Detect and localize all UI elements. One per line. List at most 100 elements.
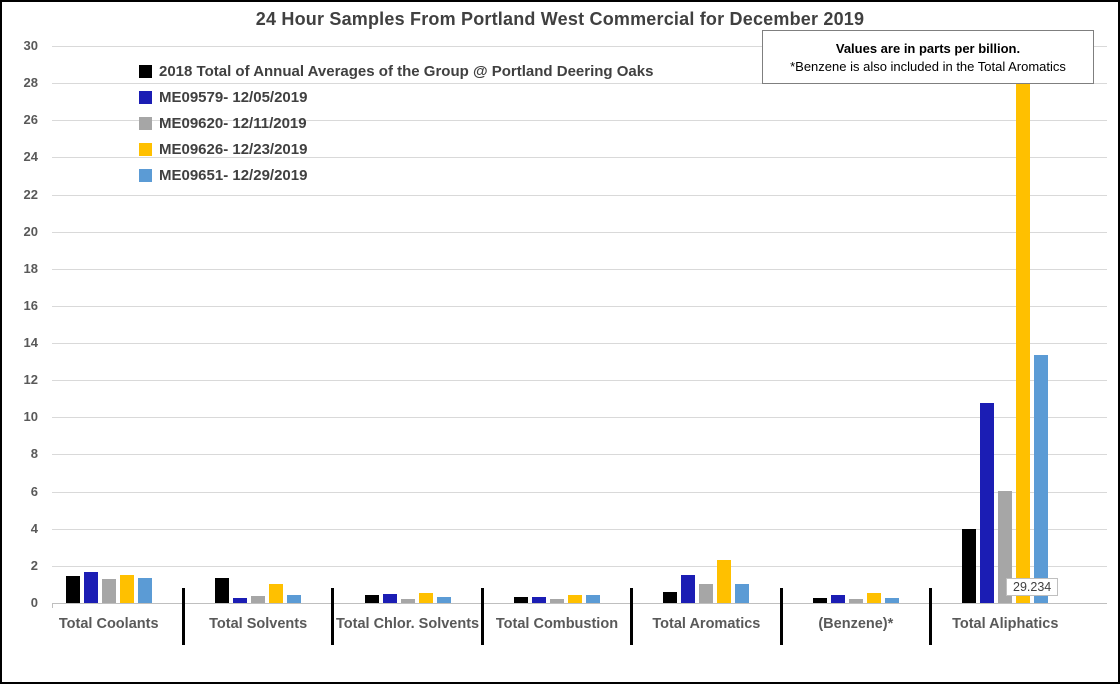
legend-label: 2018 Total of Annual Averages of the Gro…: [159, 62, 654, 80]
bar: [980, 403, 995, 603]
gridline-6: [52, 491, 1107, 493]
bar: [962, 528, 977, 603]
bar: [585, 594, 600, 603]
y-tick-label-24: 24: [23, 149, 38, 165]
bar: [681, 575, 696, 603]
category-label: Total Aliphatics: [952, 616, 1059, 632]
y-tick-label-26: 26: [23, 112, 38, 128]
bar-group-total-aromatics: [632, 46, 781, 603]
bar: [436, 596, 451, 603]
bar: [83, 572, 98, 603]
category-label: Total Combustion: [495, 616, 619, 632]
bar: [812, 598, 827, 603]
gridline-12: [52, 380, 1107, 382]
y-tick-label-28: 28: [23, 75, 38, 91]
gridline-2: [52, 565, 1107, 567]
category-separator: [929, 588, 933, 645]
y-tick-label-2: 2: [30, 557, 38, 573]
category-separator: [331, 588, 335, 645]
bar: [215, 577, 230, 603]
gridline-26: [52, 120, 1107, 122]
bar: [717, 560, 732, 603]
y-tick-label-8: 8: [30, 446, 38, 462]
bar-group-total-combustion: [482, 46, 631, 603]
bar: [663, 591, 678, 603]
legend-item: ME09579- 12/05/2019: [139, 84, 653, 110]
bar-group-total-solvents: [183, 46, 332, 603]
category-separator: [181, 588, 185, 645]
gridline-16: [52, 305, 1107, 307]
gridline-18: [52, 268, 1107, 270]
bar-group-total-chlor-solvents: [333, 46, 482, 603]
gridline-10: [52, 417, 1107, 419]
bar-group-total-coolants: [34, 46, 183, 603]
bar: [1034, 355, 1049, 603]
note-box: Values are in parts per billion. *Benzen…: [762, 30, 1094, 84]
bar-group-total-aliphatics: [931, 46, 1080, 603]
y-tick-label-20: 20: [23, 223, 38, 239]
bar: [735, 584, 750, 603]
legend-label: ME09626- 12/23/2019: [159, 140, 308, 158]
bar: [382, 593, 397, 603]
y-tick-label-6: 6: [30, 483, 38, 499]
bar: [287, 594, 302, 603]
gridline-28: [52, 83, 1107, 85]
y-tick-label-30: 30: [23, 38, 38, 53]
bar: [549, 599, 564, 603]
y-tick-label-14: 14: [23, 335, 38, 351]
y-tick-label-4: 4: [30, 520, 38, 536]
x-axis-left-tick: [52, 603, 53, 608]
category-label: Total Aromatics: [652, 616, 761, 632]
category-labels-row: Total Coolants Total Solvents Total Chlor.…: [34, 612, 1080, 632]
chart-title: 24 Hour Samples From Portland West Comme…: [255, 9, 865, 29]
gridline-22: [52, 194, 1107, 196]
y-tick-label-10: 10: [23, 409, 38, 425]
bar: [567, 594, 582, 603]
bar-groups: [34, 46, 1080, 603]
legend-item: 2018 Total of Annual Averages of the Gro…: [139, 58, 653, 84]
category-label: Total Chlor. Solvents: [335, 616, 480, 632]
category-separator: [480, 588, 484, 645]
note-units-text: Values are in parts per billion.: [835, 40, 1021, 56]
bar: [998, 490, 1013, 603]
bar: [364, 594, 379, 603]
legend-swatch-icon: [139, 90, 152, 104]
y-tick-label-0: 0: [30, 595, 38, 610]
y-tick-label-16: 16: [23, 297, 38, 313]
x-axis-line: [52, 603, 1107, 604]
category-label: Total Solvents: [209, 616, 308, 632]
legend-item: ME09651- 12/29/2019: [139, 162, 653, 188]
category-label: Total Coolants: [58, 616, 159, 632]
bar: [233, 598, 248, 603]
bar: [269, 584, 284, 603]
bar: [513, 597, 528, 603]
bar: [830, 594, 845, 603]
gridline-20: [52, 231, 1107, 233]
legend-label: ME09651- 12/29/2019: [159, 166, 308, 184]
bar: [137, 577, 152, 603]
data-label-29-234: 29.234: [1006, 578, 1059, 596]
gridline-24: [52, 157, 1107, 159]
legend-swatch-icon: [139, 64, 152, 78]
bar: [400, 599, 415, 603]
legend-item: ME09620- 12/11/2019: [139, 110, 653, 136]
bar: [251, 595, 266, 603]
bar: [699, 584, 714, 603]
category-label: (Benzene)*: [818, 616, 894, 632]
bar: [531, 596, 546, 603]
bar: [418, 592, 433, 603]
y-tick-label-18: 18: [23, 260, 38, 276]
bar-group--benzene-: [781, 46, 930, 603]
y-tick-label-12: 12: [23, 372, 38, 388]
gridline-8: [52, 454, 1107, 456]
category-separator: [630, 588, 634, 645]
bar: [848, 599, 863, 603]
legend-label: ME09620- 12/11/2019: [159, 114, 307, 132]
gridline-30: [52, 46, 1107, 47]
y-tick-label-22: 22: [23, 186, 38, 202]
bar: [866, 592, 881, 603]
bar: [119, 575, 134, 603]
gridline-14: [52, 343, 1107, 345]
